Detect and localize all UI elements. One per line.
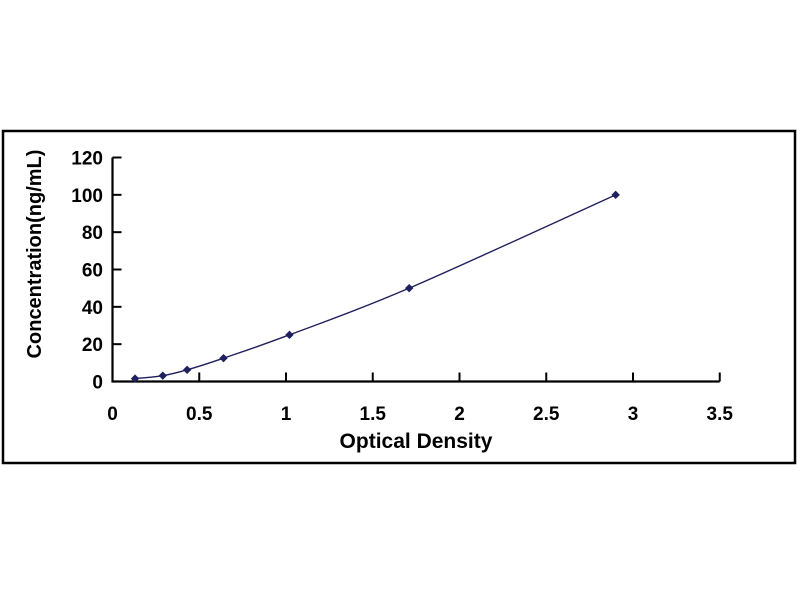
y-tick-label: 20 (82, 335, 103, 356)
x-tick-label: 0 (107, 404, 118, 425)
x-tick-label: 2 (454, 404, 465, 425)
x-tick-label: 0.5 (186, 404, 213, 425)
x-tick-label: 3.5 (707, 404, 734, 425)
data-point-diamond (219, 353, 228, 363)
y-tick-label: 0 (92, 373, 103, 394)
y-tick-label: 80 (82, 223, 103, 244)
data-point-diamond (404, 283, 414, 293)
data-point-diamond (611, 190, 620, 200)
data-point-diamond (285, 330, 294, 340)
y-tick-label: 40 (82, 298, 103, 319)
x-tick-label: 2.5 (533, 404, 560, 425)
axes (111, 156, 721, 383)
x-tick-label: 1 (281, 404, 292, 425)
x-axis-tick-labels: 0 0.5 1 1.5 2 2.5 3 3.5 (107, 404, 733, 425)
data-point-diamond (158, 371, 168, 380)
x-axis-title: Optical Density (340, 430, 493, 453)
series-layer (130, 190, 620, 383)
y-axis-title: Concentration(ng/mL) (24, 150, 46, 359)
y-tick-label: 60 (82, 261, 103, 282)
standard-curve-line (134, 194, 616, 380)
data-point-diamond (130, 374, 140, 383)
y-tick-label: 120 (71, 149, 103, 170)
data-point-diamond (182, 365, 192, 375)
y-axis-tick-labels: 0 20 40 60 80 100 120 (71, 149, 103, 394)
x-tick-label: 1.5 (360, 404, 387, 425)
chart-frame (1, 129, 797, 465)
y-tick-label: 100 (71, 186, 103, 207)
x-tick-label: 3 (628, 404, 639, 425)
